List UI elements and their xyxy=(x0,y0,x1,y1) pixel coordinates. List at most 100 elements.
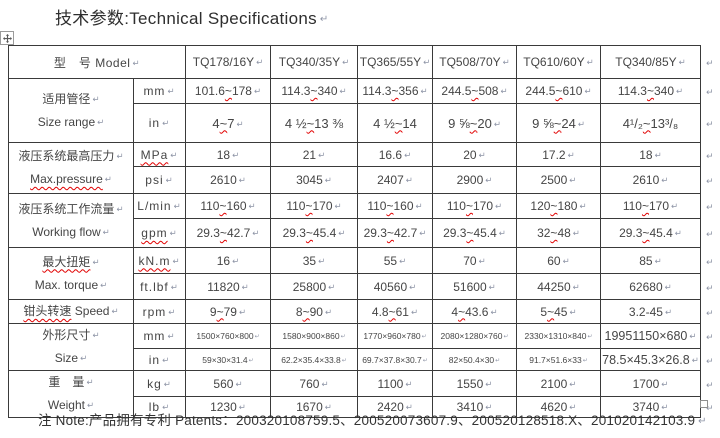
group-label-cell[interactable]: 最大扭矩 Max. torque xyxy=(8,247,134,300)
value-cell[interactable]: 44250 xyxy=(516,273,601,300)
value-cell[interactable]: 91.7×51.6×33 xyxy=(516,348,601,371)
value-cell[interactable]: 1770×960×780 xyxy=(357,322,433,350)
value-cell[interactable]: 9 ⅝~20 xyxy=(432,103,517,143)
table-move-handle[interactable] xyxy=(0,31,14,45)
value-cell[interactable]: 3.2-45 xyxy=(600,299,701,324)
value-cell[interactable]: 110~170 xyxy=(270,193,358,219)
group-label-cell[interactable]: 外形尺寸 Size xyxy=(8,323,134,371)
unit-cell[interactable]: mm xyxy=(133,322,186,350)
model-cell[interactable]: TQ508/70Y xyxy=(432,45,517,79)
value-cell[interactable]: 17.2 xyxy=(516,142,601,167)
value-cell[interactable]: 51600 xyxy=(432,273,517,300)
value-cell[interactable]: 4.8~61 xyxy=(357,299,433,324)
value-cell[interactable]: 4¹/₂~13³/₈ xyxy=(600,103,701,143)
value-cell[interactable]: 4~43.6 xyxy=(432,299,517,324)
unit-cell[interactable]: rpm xyxy=(133,299,186,324)
unit-cell[interactable]: ft.lbf xyxy=(133,273,186,300)
value-cell[interactable]: 2900 xyxy=(432,166,517,194)
value-cell[interactable]: 9 ⅝~24 xyxy=(516,103,601,143)
unit-cell[interactable]: mm xyxy=(133,78,186,104)
value-cell[interactable]: 70 xyxy=(432,247,517,274)
model-cell[interactable]: TQ340/35Y xyxy=(270,45,358,79)
value-cell[interactable]: 19951150×680 xyxy=(600,322,701,350)
value-cell[interactable]: 40560 xyxy=(357,273,433,300)
value-cell[interactable]: 29.3~45.4 xyxy=(600,218,701,248)
value-cell[interactable]: 1500×760×800 xyxy=(185,322,271,350)
value-cell[interactable]: 101.6~178 xyxy=(185,78,271,104)
value-cell[interactable]: 1550 xyxy=(432,369,517,398)
value-cell[interactable]: 120~180 xyxy=(516,193,601,219)
value-cell[interactable]: 62.2×35.4×33.8 xyxy=(270,348,358,371)
group-label-cell[interactable]: 适用管径 Size range xyxy=(8,78,134,143)
value-cell[interactable]: 2080×1280×760 xyxy=(432,322,517,350)
value-cell[interactable]: 3045 xyxy=(270,166,358,194)
value-cell[interactable]: 35 xyxy=(270,247,358,274)
value-cell[interactable]: 4 ½~14 xyxy=(357,103,433,143)
value-cell[interactable]: 11820 xyxy=(185,273,271,300)
group-label-cell[interactable]: 液压系统工作流量 Working flow xyxy=(8,193,134,248)
value-cell[interactable]: 16 xyxy=(185,247,271,274)
value-cell[interactable]: 82×50.4×30 xyxy=(432,348,517,371)
value-cell[interactable]: 16.6 xyxy=(357,142,433,167)
value-cell[interactable]: 760 xyxy=(270,369,358,398)
value-cell[interactable]: 244.5~610 xyxy=(516,78,601,104)
value-cell[interactable]: 29.3~42.7 xyxy=(357,218,433,248)
value-cell[interactable]: 55 xyxy=(357,247,433,274)
value-cell[interactable]: 2100 xyxy=(516,369,601,398)
value-cell[interactable]: 5~45 xyxy=(516,299,601,324)
value-cell[interactable]: 29.3~45.4 xyxy=(432,218,517,248)
model-cell[interactable]: TQ365/55Y xyxy=(357,45,433,79)
value-cell[interactable]: 2610 xyxy=(600,166,701,194)
value-cell[interactable]: 110~160 xyxy=(357,193,433,219)
value-cell[interactable]: 1580×900×860 xyxy=(270,322,358,350)
value-cell[interactable]: 110~170 xyxy=(600,193,701,219)
value-cell[interactable]: 29.3~42.7 xyxy=(185,218,271,248)
value-cell[interactable]: 110~160 xyxy=(185,193,271,219)
model-cell[interactable]: TQ178/16Y xyxy=(185,45,271,79)
group-label-cell[interactable]: 钳头转速 Speed xyxy=(8,299,134,324)
value-cell[interactable]: 244.5~508 xyxy=(432,78,517,104)
value-cell[interactable]: 32~48 xyxy=(516,218,601,248)
value-cell[interactable]: 60 xyxy=(516,247,601,274)
value-cell[interactable]: 114.3~356 xyxy=(357,78,433,104)
value-cell[interactable]: 69.7×37.8×30.7 xyxy=(357,348,433,371)
group-label-cell[interactable]: 液压系统最高压力 Max.pressure xyxy=(8,142,134,194)
value-cell[interactable]: 1700 xyxy=(600,369,701,398)
group-label-cn: 液压系统工作流量 xyxy=(18,201,115,216)
value-cell[interactable]: 1100 xyxy=(357,369,433,398)
value-cell[interactable]: 20 xyxy=(432,142,517,167)
value-cell[interactable]: 2500 xyxy=(516,166,601,194)
unit-cell[interactable]: L/min xyxy=(133,193,186,219)
value-cell[interactable]: 21 xyxy=(270,142,358,167)
value-cell[interactable]: 114.3~340 xyxy=(270,78,358,104)
value-cell[interactable]: 59×30×31.4 xyxy=(185,348,271,371)
unit-cell[interactable]: MPa xyxy=(133,142,186,167)
value-cell[interactable]: 110~170 xyxy=(432,193,517,219)
unit-cell[interactable]: in xyxy=(133,103,186,143)
value-cell[interactable]: 29.3~45.4 xyxy=(270,218,358,248)
value-cell[interactable]: 2330×1310×840 xyxy=(516,322,601,350)
unit-cell[interactable]: gpm xyxy=(133,218,186,248)
value-cell[interactable]: 2610 xyxy=(185,166,271,194)
value-cell[interactable]: 2407 xyxy=(357,166,433,194)
value-cell[interactable]: 4~7 xyxy=(185,103,271,143)
value-cell[interactable]: 560 xyxy=(185,369,271,398)
value-cell[interactable]: 78.5×45.3×26.8 xyxy=(600,348,701,371)
value-cell[interactable]: 9~79 xyxy=(185,299,271,324)
model-cell[interactable]: TQ340/85Y xyxy=(600,45,701,79)
value-cell[interactable]: 25800 xyxy=(270,273,358,300)
value-cell[interactable]: 8~90 xyxy=(270,299,358,324)
value-cell[interactable]: 114.3~340 xyxy=(600,78,701,104)
unit-cell[interactable]: kN.m xyxy=(133,247,186,274)
unit-cell[interactable]: kg xyxy=(133,369,186,398)
value-cell[interactable]: 4 ½~13 ⅜ xyxy=(270,103,358,143)
model-header-cell[interactable]: 型 号 Model xyxy=(8,45,186,79)
table-resize-handle[interactable] xyxy=(700,400,708,408)
unit-cell[interactable]: in xyxy=(133,348,186,371)
value-cell[interactable]: 62680 xyxy=(600,273,701,300)
value-cell[interactable]: 18 xyxy=(185,142,271,167)
model-cell[interactable]: TQ610/60Y xyxy=(516,45,601,79)
unit-cell[interactable]: psi xyxy=(133,166,186,194)
value-cell[interactable]: 18 xyxy=(600,142,701,167)
value-cell[interactable]: 85 xyxy=(600,247,701,274)
